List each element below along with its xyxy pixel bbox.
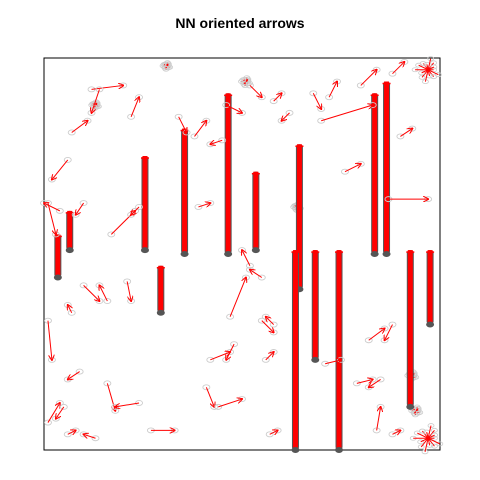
column-10 — [335, 250, 344, 453]
arrow-42 — [63, 368, 84, 383]
column-12 — [382, 81, 391, 257]
cluster-6 — [88, 99, 102, 111]
cluster-0 — [411, 56, 442, 85]
arrow-41 — [380, 321, 397, 344]
arrow-40 — [364, 325, 389, 344]
arrow-7 — [206, 137, 227, 148]
arrow-34 — [257, 317, 278, 336]
arrow-11 — [277, 109, 294, 124]
chart-title: NN oriented arrows — [175, 15, 304, 31]
arrow-27 — [226, 274, 250, 320]
arrow-19 — [384, 197, 433, 202]
arrow-0 — [87, 82, 128, 93]
arrow-20 — [44, 200, 60, 238]
column-11 — [370, 93, 379, 257]
arrow-52 — [265, 427, 282, 438]
arrow-21 — [40, 200, 64, 214]
arrow-53 — [352, 376, 377, 387]
arrow-18 — [341, 160, 365, 175]
arrow-16 — [388, 58, 409, 77]
arrow-2 — [67, 117, 92, 136]
arrow-54 — [364, 376, 385, 391]
arrow-layer — [40, 58, 433, 442]
arrow-15 — [356, 66, 381, 89]
arrow-35 — [261, 313, 278, 328]
column-3 — [156, 265, 165, 316]
arrow-55 — [372, 403, 385, 434]
column-8 — [291, 250, 300, 453]
cluster-1 — [409, 423, 444, 455]
arrow-43 — [103, 380, 120, 414]
column-9 — [311, 250, 320, 363]
arrow-31 — [123, 278, 136, 304]
arrow-14 — [317, 102, 377, 124]
arrow-48 — [51, 403, 68, 422]
arrow-1 — [87, 86, 104, 116]
arrow-30 — [95, 282, 112, 304]
arrow-38 — [261, 349, 278, 363]
arrow-24 — [127, 204, 143, 218]
cluster-4 — [159, 60, 174, 72]
arrow-26 — [238, 247, 254, 269]
column-2 — [140, 156, 149, 254]
arrow-45 — [202, 384, 219, 410]
arrow-56 — [388, 427, 405, 438]
arrow-39 — [321, 356, 345, 367]
arrow-33 — [44, 317, 56, 363]
arrow-44 — [111, 400, 143, 410]
arrow-4 — [127, 94, 143, 120]
column-1 — [65, 210, 74, 254]
arrow-17 — [396, 125, 417, 140]
column-13 — [406, 250, 415, 410]
arrow-5 — [174, 113, 191, 136]
arrow-3 — [47, 156, 72, 183]
arrow-32 — [63, 302, 76, 316]
arrow-46 — [214, 396, 246, 410]
arrow-47 — [44, 400, 64, 426]
arrow-25 — [194, 200, 215, 210]
column-0 — [53, 234, 62, 281]
plot-frame — [43, 57, 441, 451]
arrow-51 — [146, 428, 179, 433]
arrow-10 — [269, 90, 286, 105]
arrow-28 — [245, 266, 266, 281]
arrow-37 — [222, 341, 239, 363]
column-layer — [53, 81, 435, 453]
arrow-49 — [63, 427, 80, 438]
arrow-12 — [309, 90, 326, 112]
arrow-6 — [190, 117, 211, 140]
column-14 — [426, 250, 435, 328]
arrow-22 — [71, 200, 88, 218]
column-6 — [251, 171, 260, 254]
arrow-9 — [245, 82, 266, 101]
arrow-13 — [325, 78, 341, 101]
arrow-50 — [79, 431, 100, 442]
column-5 — [224, 93, 233, 257]
arrow-8 — [222, 102, 246, 116]
arrow-29 — [79, 282, 104, 304]
column-4 — [180, 128, 189, 257]
